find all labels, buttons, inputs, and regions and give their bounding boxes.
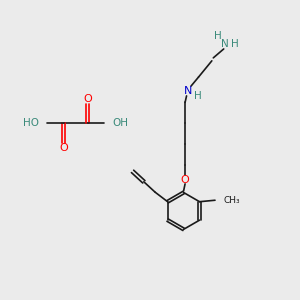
Text: OH: OH [112,118,128,128]
Text: H: H [194,91,201,101]
Text: H: H [231,40,239,50]
Text: O: O [83,94,92,104]
Text: CH₃: CH₃ [223,196,240,205]
Text: H: H [214,31,221,41]
Text: HO: HO [23,118,39,128]
Text: O: O [181,175,189,185]
Text: O: O [59,142,68,153]
Text: N: N [221,40,229,50]
Text: N: N [184,85,192,96]
